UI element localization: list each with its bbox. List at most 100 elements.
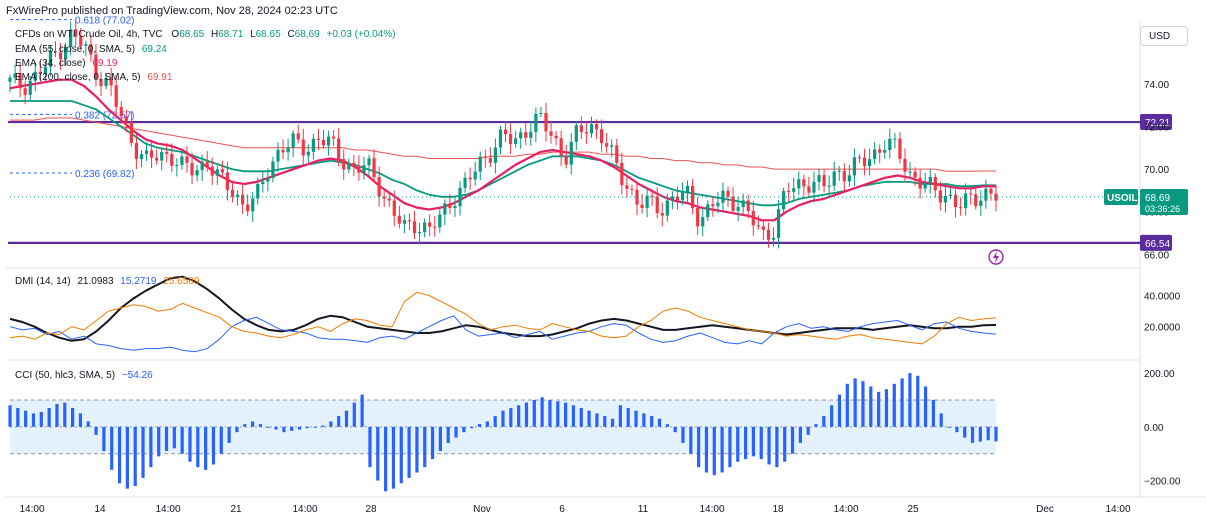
ema34-legend[interactable]: EMA (34, close) 69.19 [15,58,117,69]
change-value: +0.03 (+0.04%) [326,29,396,40]
candle-body [266,178,270,182]
candle-body [468,177,472,180]
candle-body [691,185,695,208]
candle-body [433,226,437,228]
fib-level-label: 0.236 (69.82) [75,169,135,180]
cci-bar [258,424,263,427]
cci-bar [509,408,513,427]
low-label: L [250,29,256,40]
high-value: 68.71 [218,29,244,40]
cci-bar [117,426,122,484]
candle-body [832,171,836,186]
time-tick-label: 14:00 [699,504,724,515]
ema-lines-group [9,78,997,222]
currency-button[interactable]: USD [1140,26,1188,46]
cci-bar [595,413,599,427]
candle-body [362,165,366,173]
candle-body [918,177,922,189]
candle-body [190,162,194,176]
cci-bar [861,381,865,427]
candle-body [746,200,750,211]
ema200-legend[interactable]: EMA (200, close, 0, SMA, 5) 69.91 [15,72,172,83]
symbol-legend[interactable]: CFDs on WTI Crude Oil, 4h, TVC O68.65 H6… [15,29,395,40]
candle-body [706,204,710,218]
candle-body [756,225,760,227]
cci-bar [219,426,223,454]
candle-body [18,73,22,89]
dmi-legend[interactable]: DMI (14, 14) 21.0983 15.2719 25.6589 [15,276,199,287]
candle-body [797,179,801,189]
cci-legend[interactable]: CCI (50, hlc3, SMA, 5) −54.26 [15,370,153,381]
cci-bar [211,426,216,465]
cci-bar [524,402,529,427]
cci-bar [618,405,622,427]
candle-body [261,181,265,184]
candle-body [579,125,583,133]
cci-bar [751,426,756,457]
ema34-line [9,78,997,222]
candle-body [276,150,280,162]
candle-body [387,198,391,201]
candle-body [822,175,826,187]
cci-bar [587,410,591,427]
cci-bar [743,426,748,460]
candle-body [281,150,285,153]
cci-bar [313,426,317,428]
candle-body [448,203,452,209]
cci-bar [532,399,536,427]
cci-bar [970,426,975,443]
candle-body [893,138,897,140]
cci-bar [892,383,896,427]
cci-bar [501,410,505,427]
cci-bar [344,410,349,427]
cci-bar [39,412,43,427]
candle-body [104,77,108,87]
candle-body [802,179,806,187]
cci-bar [978,426,982,442]
ema55-legend[interactable]: EMA (55, close, 0, SMA, 5) 69.24 [15,44,167,55]
candle-body [519,132,523,139]
cci-bar [290,426,294,431]
candle-body [847,175,851,182]
dmi-adx-value: 21.0983 [77,276,114,287]
candle-body [913,171,917,178]
candle-body [883,150,887,153]
cci-bar [634,410,638,427]
horizontal-levels-group[interactable]: 72.21 66.54 [8,114,1172,251]
candle-body [782,191,786,210]
cci-bar [110,426,114,470]
low-value: 68.65 [255,29,281,40]
cci-bar [384,426,388,492]
candle-body [28,80,32,95]
cci-bar [517,405,521,427]
candle-body [524,132,528,138]
close-label: C [287,29,295,40]
cci-bar [485,421,489,427]
cci-bar [337,416,341,427]
candle-body [660,213,664,216]
candle-body [326,136,331,146]
candle-body [600,129,604,144]
candles-group [8,18,998,249]
candle-body [564,155,568,165]
candle-body [792,188,796,192]
candle-body [569,141,573,165]
cci-bar [141,426,145,478]
candle-body [974,194,978,207]
cci-bar [947,426,951,428]
candle-body [357,165,361,173]
candle-body [594,124,599,130]
candle-body [483,156,487,158]
flash-icon[interactable] [988,249,1004,265]
candle-body [235,194,240,197]
time-tick-label: 14 [94,504,106,515]
candle-body [215,169,219,176]
candle-body [539,112,543,114]
cci-bar [877,391,881,427]
candle-body [8,77,12,82]
candle-body [933,176,937,191]
candle-body [175,164,179,166]
candle-body [878,149,882,153]
candle-body [119,106,123,117]
